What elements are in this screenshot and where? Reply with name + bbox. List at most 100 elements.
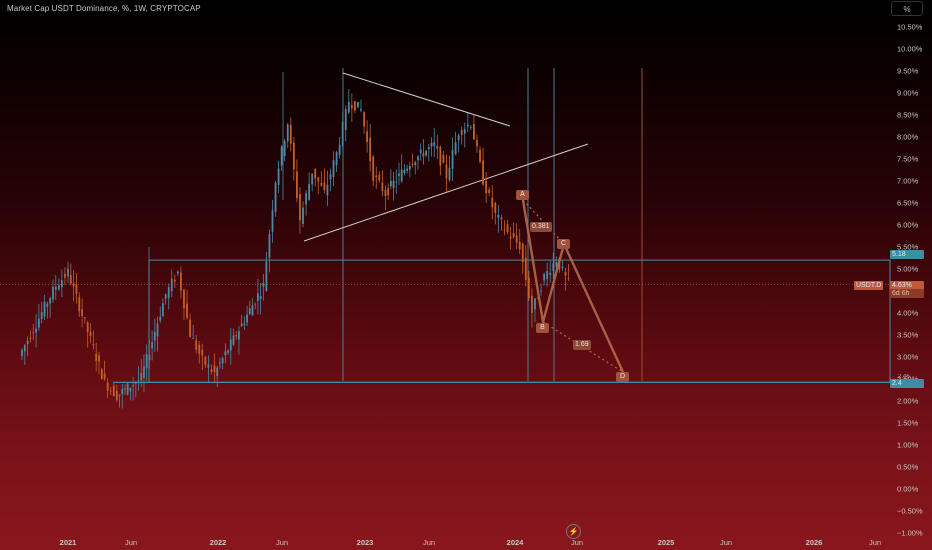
x-tick-label: 2022	[209, 538, 227, 547]
y-tick-label: 5.50%	[897, 242, 919, 252]
range-rectangle	[148, 259, 891, 383]
candle-body	[567, 278, 570, 280]
candle-body	[389, 181, 392, 187]
candle-body	[115, 390, 118, 401]
candle-body	[534, 298, 536, 310]
candle-body	[366, 131, 369, 142]
candle-body	[360, 108, 362, 111]
candle-body	[143, 366, 145, 379]
ratio-ab-label: 0.381	[530, 222, 552, 232]
symbol-badge: USDT.D	[854, 281, 884, 290]
chart-title: Market Cap USDT Dominance, %, 1W, CRYPTO…	[7, 4, 201, 13]
candle-body	[92, 344, 95, 346]
candle-body	[262, 282, 265, 287]
candle-body	[86, 322, 89, 333]
candle-body	[417, 156, 419, 161]
y-tick-label: 5.00%	[897, 264, 919, 274]
candle-body	[442, 154, 445, 163]
candle-body	[503, 229, 506, 231]
candle-body	[57, 285, 60, 290]
candle-body	[564, 272, 567, 276]
candle-body	[221, 358, 224, 364]
candle-body	[240, 323, 243, 327]
candle-body	[400, 169, 403, 182]
candle-body	[204, 357, 207, 365]
candle-body	[271, 210, 274, 232]
candle-body	[473, 123, 475, 140]
candle-body	[84, 317, 86, 319]
candle-body	[23, 345, 26, 352]
candle-body	[238, 331, 240, 340]
y-tick-label: 0.50%	[897, 462, 919, 472]
candle-body	[176, 271, 179, 274]
candle-body	[162, 303, 164, 317]
upper-level-badge: 5.18	[890, 250, 924, 259]
y-tick-label: 3.00%	[897, 352, 919, 362]
point-c-label: C	[557, 239, 570, 249]
candle-body	[350, 104, 353, 109]
candle-body	[153, 332, 156, 341]
candle-body	[518, 241, 521, 250]
y-tick-label: 6.00%	[897, 220, 919, 230]
candle-body	[170, 278, 173, 292]
x-tick-label: Jun	[868, 538, 882, 547]
candle-body	[482, 160, 484, 185]
lightning-icon[interactable]: ⚡	[566, 524, 581, 539]
candle-body	[308, 183, 311, 200]
candle-body	[332, 160, 335, 178]
candle-body	[145, 354, 148, 369]
y-tick-label: 10.00%	[897, 44, 923, 54]
candle-body	[540, 290, 542, 292]
candle-body	[121, 389, 124, 395]
candle-body	[302, 207, 304, 224]
candle-body	[103, 373, 106, 379]
candle-body	[448, 167, 451, 181]
candle-body	[100, 369, 103, 380]
candle-body	[372, 156, 375, 181]
candle-body	[425, 150, 428, 156]
y-tick-label: 3.50%	[897, 330, 919, 340]
candle-body	[216, 367, 219, 377]
y-tick-label: 0.00%	[897, 484, 919, 494]
candle-body	[422, 153, 425, 157]
cd-ratio-dashed-line	[542, 321, 624, 373]
candle-body	[497, 214, 500, 218]
candle-body	[326, 184, 329, 196]
candle-body	[78, 297, 81, 312]
candle-body	[210, 369, 213, 372]
y-tick-label: 7.50%	[897, 154, 919, 164]
x-tick-label: Jun	[124, 538, 138, 547]
candle-body	[314, 168, 317, 179]
candle-body	[320, 182, 323, 186]
candle-body	[129, 387, 132, 392]
candle-body	[419, 149, 422, 153]
candle-body	[140, 372, 143, 381]
candle-body	[546, 271, 549, 280]
y-tick-label: 2.00%	[897, 396, 919, 406]
candle-body	[192, 338, 195, 339]
abcd-projection-path	[521, 199, 625, 373]
percent-unit-button[interactable]: %	[891, 1, 923, 16]
candle-body	[219, 362, 221, 364]
y-tick-label: 9.50%	[897, 66, 919, 76]
candle-body	[52, 286, 54, 300]
candle-body	[243, 323, 246, 326]
candle-body	[451, 149, 454, 169]
candle-body	[341, 121, 344, 146]
candle-body	[353, 101, 356, 111]
candle-body	[509, 236, 512, 239]
candle-body	[137, 379, 140, 381]
candle-body	[259, 295, 262, 300]
candle-body	[286, 124, 289, 142]
x-tick-label: 2026	[805, 538, 823, 547]
candle-body	[21, 349, 23, 357]
point-a-label: A	[516, 190, 529, 200]
candle-body	[445, 164, 448, 179]
candle-body	[186, 303, 188, 319]
y-tick-label: 8.00%	[897, 132, 919, 142]
last-price-badge: 4.63%	[890, 281, 924, 290]
candle-body	[524, 257, 527, 281]
candle-body	[49, 298, 52, 304]
candle-body	[198, 344, 201, 354]
